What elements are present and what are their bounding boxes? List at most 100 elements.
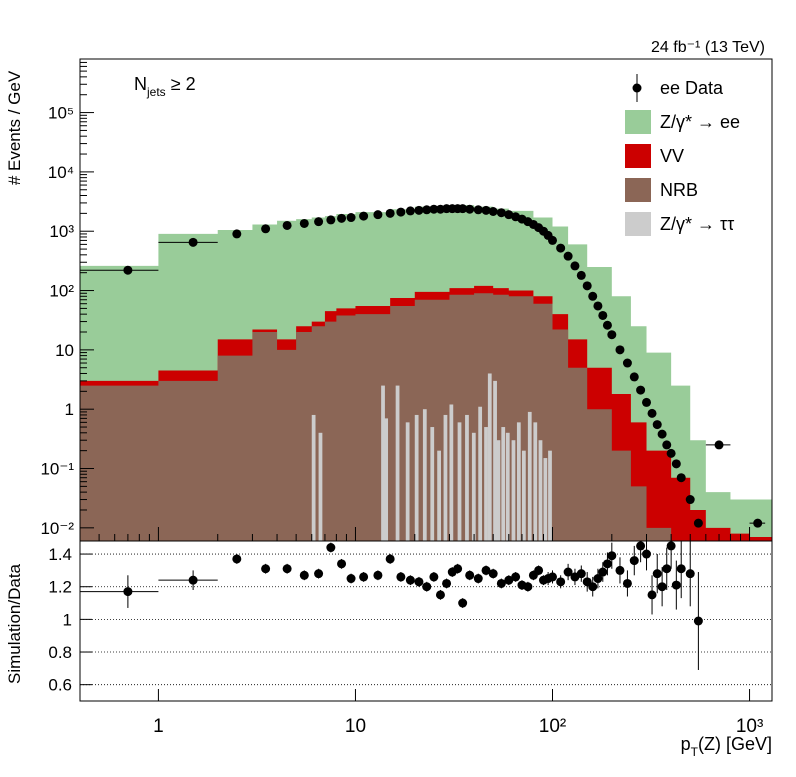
data-point xyxy=(598,310,608,320)
ratio-point xyxy=(188,575,198,585)
legend-swatch xyxy=(625,212,651,236)
ratio-point xyxy=(473,574,483,584)
x-tick-label: 1 xyxy=(153,716,164,737)
data-point xyxy=(657,429,667,439)
ratio-point xyxy=(662,564,672,574)
lumi-label: 24 fb⁻¹ (13 TeV) xyxy=(651,39,765,56)
dy-tautau-bar xyxy=(457,422,462,541)
main-axes: 10⁻² 10⁻¹ 1 10 10² 10³ 10⁴ 10⁵ 1 10 10² 10³ xyxy=(40,61,763,737)
dy-tautau-bar xyxy=(395,385,400,541)
data-point xyxy=(496,208,506,218)
ratio-point xyxy=(511,572,521,582)
data-point xyxy=(481,205,491,215)
data-point xyxy=(652,420,662,430)
data-point xyxy=(607,330,617,340)
ratio-point xyxy=(615,565,625,575)
y-tick-label: 10⁻¹ xyxy=(40,460,74,479)
legend-swatch xyxy=(625,178,651,202)
dy-tautau-bar xyxy=(521,450,526,541)
data-point xyxy=(314,217,324,227)
data-point xyxy=(685,495,695,505)
data-point xyxy=(615,345,625,355)
ratio-point xyxy=(523,582,533,592)
ratio-layer: 0.6 0.8 1 1.2 1.4 xyxy=(48,541,772,695)
data-point xyxy=(414,205,424,215)
x-tick-label: 10³ xyxy=(736,716,763,737)
dy-tautau-bar xyxy=(384,418,389,541)
x-tick-label: 10 xyxy=(345,716,366,737)
stack-layer xyxy=(80,205,772,542)
ratio-point xyxy=(429,572,439,582)
y-tick-label: 10⁻² xyxy=(40,519,74,538)
ratio-point xyxy=(622,578,632,588)
ratio-point xyxy=(359,572,369,582)
ratio-point xyxy=(607,551,617,561)
dy-tautau-bar xyxy=(465,414,469,541)
data-point xyxy=(602,320,612,330)
data-point xyxy=(556,243,566,253)
ratio-point xyxy=(261,564,271,574)
ratio-point xyxy=(647,590,657,600)
ratio-point xyxy=(629,556,639,566)
y-tick-label: 10⁴ xyxy=(48,163,74,182)
data-point xyxy=(188,237,198,247)
dy-tautau-bar xyxy=(318,432,323,541)
legend-label: NRB xyxy=(660,180,698,200)
legend-label: VV xyxy=(660,146,684,166)
ratio-point xyxy=(326,543,336,553)
data-point xyxy=(458,204,468,214)
ratio-point xyxy=(458,598,468,608)
data-point xyxy=(582,281,592,291)
data-point xyxy=(359,211,369,221)
data-point xyxy=(282,220,292,230)
ratio-axis-label: Simulation/Data xyxy=(5,563,24,684)
x-axis-label: pT(Z) [GeV] xyxy=(681,734,772,759)
ratio-point xyxy=(534,565,544,575)
dy-tautau-bar xyxy=(381,385,385,541)
data-point xyxy=(671,459,681,469)
dy-tautau-bar xyxy=(437,450,441,541)
data-point xyxy=(662,440,672,450)
ratio-point xyxy=(422,582,432,592)
dy-tautau-bar xyxy=(543,458,548,541)
dy-tautau-bar xyxy=(484,427,488,541)
data-point xyxy=(570,261,580,271)
ratio-point xyxy=(593,574,603,584)
data-point xyxy=(261,224,271,234)
dy-tautau-bar xyxy=(478,406,483,541)
data-point xyxy=(385,208,395,218)
ratio-point xyxy=(693,616,703,626)
data-point xyxy=(346,213,356,223)
dy-tautau-bar xyxy=(501,427,506,541)
dy-tautau-bar xyxy=(405,422,410,541)
ratio-point xyxy=(282,564,292,574)
ratio-point xyxy=(652,569,662,579)
dy-tautau-bar xyxy=(505,432,510,541)
data-point xyxy=(647,408,657,418)
data-point xyxy=(588,291,598,301)
ratio-point xyxy=(435,590,445,600)
data-point xyxy=(753,518,763,528)
data-point xyxy=(676,473,686,483)
data-point xyxy=(488,207,498,217)
dy-tautau-bar xyxy=(430,427,435,541)
data-point xyxy=(636,385,646,395)
dy-tautau-bar xyxy=(511,440,516,541)
ratio-tick-label: 1.4 xyxy=(48,545,72,564)
ratio-point xyxy=(671,580,681,590)
ratio-point xyxy=(232,554,242,564)
data-point xyxy=(642,397,652,407)
ratio-tick-label: 0.6 xyxy=(48,676,72,695)
dy-tautau-bar xyxy=(311,414,316,541)
legend-swatch xyxy=(625,144,651,168)
ratio-point xyxy=(442,578,452,588)
data-point xyxy=(666,448,676,458)
legend-label: ee Data xyxy=(660,78,724,98)
data-point xyxy=(396,207,406,217)
ratio-point xyxy=(556,577,566,587)
data-point xyxy=(232,229,242,239)
dy-tautau-bar xyxy=(449,404,454,541)
data-point xyxy=(629,372,639,382)
dy-tautau-bar xyxy=(471,432,476,541)
ratio-point xyxy=(685,569,695,579)
